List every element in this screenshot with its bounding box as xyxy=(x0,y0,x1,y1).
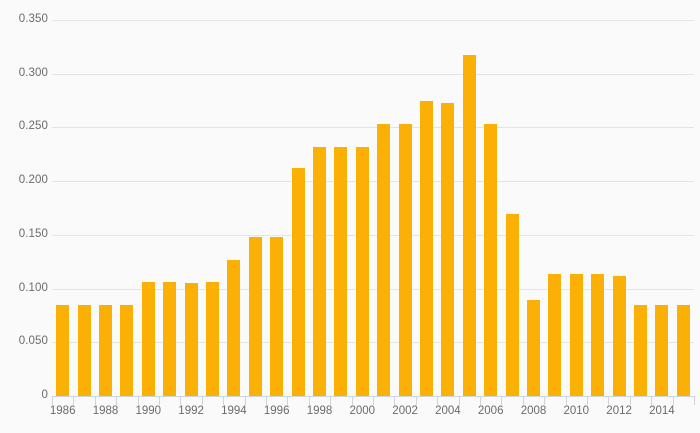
x-tick-mark xyxy=(394,396,396,405)
x-tick-mark xyxy=(137,396,139,405)
y-tick-label: 0.200 xyxy=(18,174,48,187)
y-tick-label: 0 xyxy=(41,389,48,401)
gridline-0.250 xyxy=(52,127,694,129)
x-tick-label: 1994 xyxy=(221,405,247,417)
bar[interactable] xyxy=(569,274,583,396)
bar[interactable] xyxy=(634,304,647,396)
x-tick-mark xyxy=(351,396,353,405)
x-tick-label: 1986 xyxy=(49,405,76,417)
x-tick-mark xyxy=(94,396,96,405)
y-tick-label: 0.150 xyxy=(18,227,48,240)
x-tick-mark xyxy=(223,396,225,405)
x-tick-mark xyxy=(373,396,374,405)
bar[interactable] xyxy=(398,124,412,396)
bar[interactable] xyxy=(462,55,476,396)
x-tick-mark xyxy=(180,396,182,405)
x-tick-mark xyxy=(480,396,481,405)
x-tick-label: 2012 xyxy=(606,405,632,417)
bar[interactable] xyxy=(355,146,369,396)
y-tick-label: 0.350 xyxy=(18,13,48,25)
x-tick-mark xyxy=(694,396,695,405)
bar[interactable] xyxy=(377,124,391,396)
x-tick-mark xyxy=(73,396,75,405)
bar[interactable] xyxy=(548,274,562,396)
x-tick-mark xyxy=(52,396,53,405)
bar[interactable] xyxy=(99,304,112,396)
x-tick-mark xyxy=(522,396,524,405)
bar[interactable] xyxy=(612,275,626,396)
bar[interactable] xyxy=(484,124,498,396)
gridline-0.350 xyxy=(52,20,694,21)
bar[interactable] xyxy=(291,168,305,396)
bar[interactable] xyxy=(141,282,155,396)
gridline-0.150 xyxy=(52,234,694,236)
x-tick-label: 2002 xyxy=(392,405,418,417)
x-tick-mark xyxy=(458,396,460,405)
x-tick-label: 2010 xyxy=(563,405,590,417)
x-tick-label: 2006 xyxy=(477,405,504,417)
x-tick-mark xyxy=(544,396,546,405)
bar[interactable] xyxy=(56,304,70,396)
x-tick-mark xyxy=(287,396,289,405)
y-tick-label: 0.100 xyxy=(18,281,48,294)
x-tick-label: 1990 xyxy=(135,405,162,417)
x-tick-mark xyxy=(308,396,310,405)
bar[interactable] xyxy=(441,102,455,396)
y-tick-label: 0.050 xyxy=(18,335,48,348)
bar[interactable] xyxy=(334,146,348,396)
x-tick-mark xyxy=(629,396,631,405)
x-tick-label: 1998 xyxy=(306,405,333,417)
bar[interactable] xyxy=(77,304,91,396)
x-tick-label: 2008 xyxy=(520,405,547,417)
x-tick-mark xyxy=(116,396,118,405)
x-tick-label: 2000 xyxy=(349,405,376,417)
x-tick-label: 1988 xyxy=(92,405,119,417)
x-tick-label: 1992 xyxy=(178,405,204,417)
x-tick-mark xyxy=(608,396,610,405)
bar[interactable] xyxy=(248,237,262,396)
gridline-0.050 xyxy=(52,342,694,344)
gridline-0.200 xyxy=(52,181,694,183)
bar[interactable] xyxy=(313,146,326,396)
x-tick-mark xyxy=(565,396,567,405)
y-tick-label: 0.250 xyxy=(18,120,48,133)
y-tick-label: 0.300 xyxy=(18,66,48,79)
x-tick-mark xyxy=(330,396,332,405)
bar[interactable] xyxy=(184,283,198,396)
x-tick-mark xyxy=(651,396,653,405)
bar[interactable] xyxy=(227,259,241,396)
bar[interactable] xyxy=(527,300,540,396)
x-tick-label: 2004 xyxy=(435,405,461,417)
x-tick-mark xyxy=(587,396,588,405)
bar[interactable] xyxy=(505,214,519,396)
bar[interactable] xyxy=(676,304,690,396)
bar[interactable] xyxy=(206,282,219,396)
gridline-0.300 xyxy=(52,73,694,75)
bar[interactable] xyxy=(420,100,433,396)
x-tick-mark xyxy=(501,396,503,405)
x-tick-label: 2014 xyxy=(649,405,675,417)
x-tick-mark xyxy=(415,396,417,405)
bar[interactable] xyxy=(591,274,605,396)
y-axis: 0 0.050 0.100 0.150 0.200 0.250 0.300 0.350 xyxy=(0,0,48,433)
bar[interactable] xyxy=(163,282,177,396)
bars-container xyxy=(52,20,694,396)
x-tick-label: 1996 xyxy=(263,405,290,417)
x-tick-mark xyxy=(266,396,267,405)
x-tick-mark xyxy=(437,396,439,405)
x-tick-mark xyxy=(159,396,160,405)
gridline-0.100 xyxy=(52,288,694,290)
bar[interactable] xyxy=(270,237,284,396)
x-tick-mark xyxy=(672,396,674,405)
bar[interactable] xyxy=(120,304,134,396)
x-tick-mark xyxy=(201,396,203,405)
x-tick-mark xyxy=(244,396,246,405)
bar[interactable] xyxy=(655,304,669,396)
